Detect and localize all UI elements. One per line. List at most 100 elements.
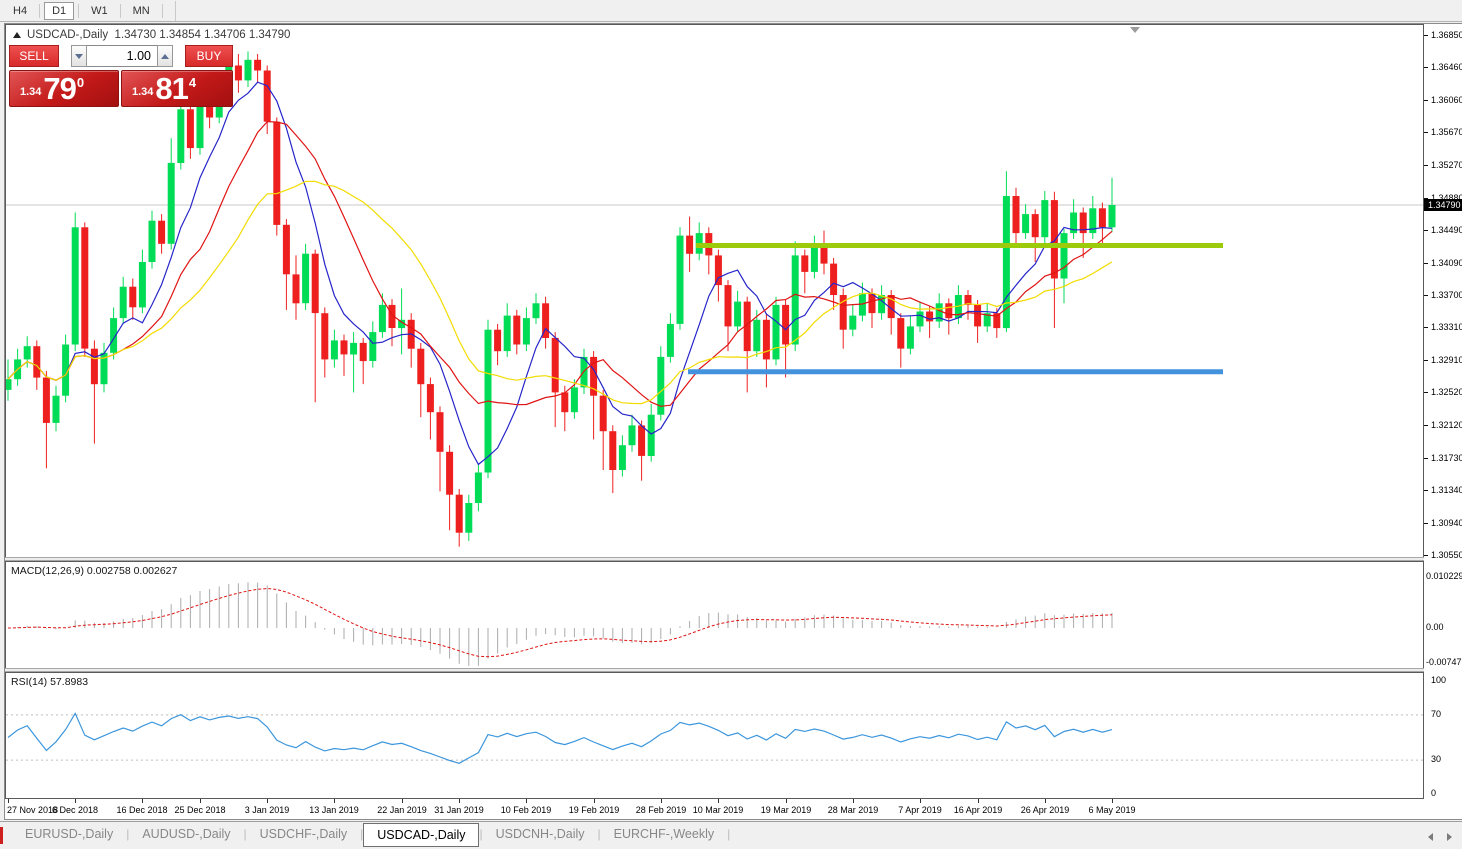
tab-scroll-left-icon[interactable] <box>1428 833 1433 841</box>
axis-tick <box>1424 67 1428 68</box>
toolbar-separator <box>78 3 80 18</box>
date-axis-label: 31 Jan 2019 <box>434 805 484 815</box>
date-axis-label: 19 Feb 2019 <box>568 805 620 815</box>
current-price-label: 1.34790 <box>1424 199 1462 211</box>
axis-tick <box>1424 392 1428 393</box>
arrow-down-icon <box>75 53 83 59</box>
date-axis-label: 28 Feb 2019 <box>635 805 687 815</box>
chart-title-symbol: USDCAD-,Daily <box>27 29 109 41</box>
rsi-label: RSI(14) 57.8983 <box>11 676 89 688</box>
date-tick <box>920 799 921 803</box>
rsi-axis-label: 0 <box>1431 788 1437 798</box>
price-axis-label: 1.30940 <box>1431 518 1462 528</box>
rsi-line <box>7 712 1113 764</box>
pane-splitter[interactable] <box>5 668 1462 672</box>
date-axis-label: 10 Mar 2019 <box>692 805 744 815</box>
tab-usdchf-daily[interactable]: USDCHF-,Daily <box>259 827 348 841</box>
price-axis-label: 1.32120 <box>1431 420 1462 430</box>
macd-label: MACD(12,26,9) 0.002758 0.002627 <box>11 565 178 577</box>
price-axis-label: 1.32910 <box>1431 355 1462 365</box>
price-axis-label: 1.31340 <box>1431 485 1462 495</box>
toolbar-separator <box>161 3 163 18</box>
timeframe-d1[interactable]: D1 <box>44 1 75 20</box>
price-axis-label: 1.36850 <box>1431 30 1462 40</box>
timeframe-h4[interactable]: H4 <box>13 4 28 17</box>
date-tick <box>786 799 787 803</box>
timeframe-toolbar: H4 D1 W1 MN <box>0 0 1462 22</box>
axis-tick <box>1424 198 1428 199</box>
macd-signal-line <box>7 587 1113 658</box>
one-click-trading-panel: SELL 1.00 BUY 1.34 79 0 1.34 81 4 <box>9 45 233 108</box>
trade-panel-row: SELL 1.00 BUY <box>9 45 233 67</box>
date-axis-label: 3 Jan 2019 <box>244 805 290 815</box>
price-axis-label: 1.33700 <box>1431 290 1462 300</box>
date-axis-label: 22 Jan 2019 <box>377 805 427 815</box>
volume-input[interactable]: 1.00 <box>87 45 157 67</box>
tab-separator: | <box>597 827 601 841</box>
macd-chart-canvas[interactable] <box>6 562 1423 668</box>
axis-tick <box>1424 425 1428 426</box>
chart-window: USDCAD-,Daily 1.34730 1.34854 1.34706 1.… <box>4 23 1462 820</box>
price-axis-label: 1.31730 <box>1431 453 1462 463</box>
price-axis-label: 1.35670 <box>1431 127 1462 137</box>
rsi-pane[interactable]: RSI(14) 57.8983 <box>5 672 1424 799</box>
pane-splitter[interactable] <box>5 557 1462 561</box>
date-axis-label: 28 Mar 2019 <box>827 805 879 815</box>
volume-increase-button[interactable] <box>157 45 173 67</box>
date-axis[interactable]: 27 Nov 2018 6 Dec 2018 16 Dec 2018 25 Dec 2… <box>5 799 1462 819</box>
timeframe-mn[interactable]: MN <box>132 4 150 17</box>
bid-price-box[interactable]: 1.34 79 0 <box>9 70 119 107</box>
price-axis-label: 1.36460 <box>1431 62 1462 72</box>
toolbar-separator <box>39 3 41 18</box>
bid-price-small: 1.34 <box>20 86 42 98</box>
tab-scroll-right-icon[interactable] <box>1447 833 1452 841</box>
tab-eurusd-daily[interactable]: EURUSD-,Daily <box>25 827 114 841</box>
ask-price-box[interactable]: 1.34 81 4 <box>121 70 233 107</box>
axis-tick <box>1424 490 1428 491</box>
buy-button[interactable]: BUY <box>185 45 233 67</box>
tab-audusd-daily[interactable]: AUDUSD-,Daily <box>142 827 231 841</box>
date-axis-label: 6 May 2019 <box>1088 805 1136 815</box>
date-axis-label: 10 Feb 2019 <box>500 805 552 815</box>
axis-tick <box>1424 295 1428 296</box>
rsi-axis-label: 70 <box>1431 709 1442 719</box>
macd-pane[interactable]: MACD(12,26,9) 0.002758 0.002627 <box>5 561 1424 669</box>
price-axis-label: 1.36060 <box>1431 95 1462 105</box>
sell-button[interactable]: SELL <box>9 45 59 67</box>
chart-title-ohlc: 1.34730 1.34854 1.34706 1.34790 <box>114 29 291 41</box>
volume-decrease-button[interactable] <box>71 45 87 67</box>
macd-axis-label: 0.00 <box>1426 622 1444 632</box>
price-pane[interactable]: USDCAD-,Daily 1.34730 1.34854 1.34706 1.… <box>5 24 1424 558</box>
scroll-to-end-icon[interactable] <box>1130 27 1140 33</box>
price-axis[interactable]: 1.36850 1.36460 1.36060 1.35670 1.35270 1.348… <box>1424 24 1462 799</box>
price-axis-label: 1.33310 <box>1431 322 1462 332</box>
date-axis-label: 16 Apr 2019 <box>953 805 1003 815</box>
timeframe-w1[interactable]: W1 <box>91 4 108 17</box>
rsi-chart-canvas[interactable] <box>6 673 1423 798</box>
tab-usdcad-daily[interactable]: USDCAD-,Daily <box>363 823 480 847</box>
axis-tick <box>1424 458 1428 459</box>
moving-average-21 <box>7 180 1113 405</box>
ask-price-big: 81 <box>155 71 188 106</box>
date-tick <box>267 799 268 803</box>
expand-triangle-icon[interactable] <box>13 32 21 38</box>
axis-tick <box>1424 263 1428 264</box>
price-chart-canvas[interactable] <box>6 25 1423 557</box>
axis-tick <box>1424 165 1428 166</box>
ask-price-sup: 4 <box>188 75 197 90</box>
date-tick <box>8 799 9 803</box>
date-axis-label: 7 Apr 2019 <box>898 805 942 815</box>
axis-tick <box>1424 132 1428 133</box>
tab-eurchf-weekly[interactable]: EURCHF-,Weekly <box>613 827 715 841</box>
tab-usdcnh-daily[interactable]: USDCNH-,Daily <box>495 827 585 841</box>
tab-separator: | <box>126 827 130 841</box>
date-tick <box>334 799 335 803</box>
price-axis-label: 1.30550 <box>1431 550 1462 560</box>
date-tick <box>75 799 76 803</box>
date-tick <box>402 799 403 803</box>
ask-price-small: 1.34 <box>132 86 154 98</box>
axis-tick <box>1424 523 1428 524</box>
date-axis-label: 13 Jan 2019 <box>309 805 359 815</box>
bid-price-sup: 0 <box>76 75 85 90</box>
tab-separator: | <box>360 827 364 841</box>
